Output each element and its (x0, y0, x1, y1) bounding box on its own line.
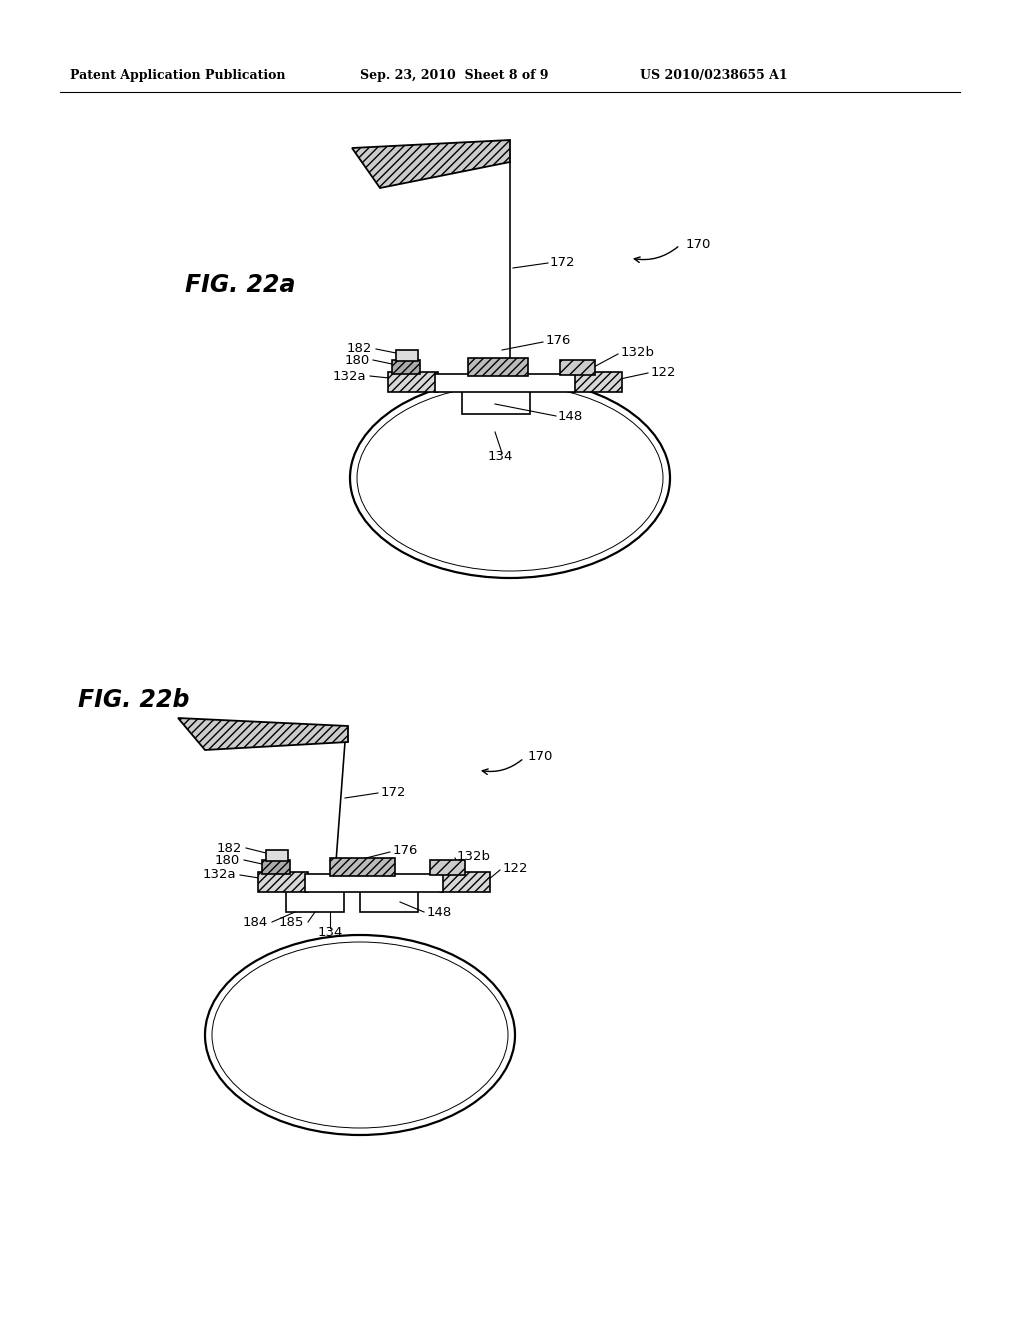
Bar (330, 858, 395, 876)
Bar (462, 389, 530, 414)
Text: 148: 148 (427, 906, 453, 919)
Text: 176: 176 (546, 334, 571, 347)
Bar (392, 360, 420, 374)
Text: 170: 170 (686, 238, 712, 251)
Bar (396, 350, 418, 360)
Polygon shape (352, 140, 510, 187)
Text: Patent Application Publication: Patent Application Publication (70, 69, 286, 82)
Text: 134: 134 (317, 925, 343, 939)
Text: FIG. 22b: FIG. 22b (78, 688, 189, 711)
Text: 148: 148 (558, 409, 584, 422)
Bar (388, 372, 438, 392)
Text: 180: 180 (345, 354, 370, 367)
Bar (440, 873, 490, 892)
Text: 132a: 132a (333, 370, 366, 383)
Bar (468, 358, 528, 376)
Bar (262, 861, 290, 874)
Bar (430, 861, 465, 875)
Text: 172: 172 (381, 785, 407, 799)
Text: 182: 182 (217, 842, 242, 854)
Bar (572, 372, 622, 392)
Text: 182: 182 (347, 342, 372, 355)
Text: 172: 172 (550, 256, 575, 268)
Text: 185: 185 (279, 916, 304, 928)
Bar (286, 890, 344, 912)
Text: 184: 184 (243, 916, 268, 928)
Text: US 2010/0238655 A1: US 2010/0238655 A1 (640, 69, 787, 82)
Text: 122: 122 (503, 862, 528, 875)
Bar (435, 374, 575, 392)
Text: 170: 170 (528, 751, 553, 763)
Bar (305, 874, 443, 892)
Text: 132b: 132b (621, 346, 655, 359)
Text: 132a: 132a (203, 869, 236, 882)
Bar (560, 360, 595, 375)
Bar (258, 873, 308, 892)
Text: 180: 180 (215, 854, 240, 866)
Text: 134: 134 (487, 450, 513, 463)
Bar (360, 890, 418, 912)
Text: 132b: 132b (457, 850, 490, 863)
Text: 122: 122 (651, 366, 677, 379)
Text: FIG. 22a: FIG. 22a (185, 273, 296, 297)
Text: Sep. 23, 2010  Sheet 8 of 9: Sep. 23, 2010 Sheet 8 of 9 (360, 69, 549, 82)
Polygon shape (178, 718, 348, 750)
Text: 176: 176 (393, 845, 419, 858)
Bar (266, 850, 288, 861)
